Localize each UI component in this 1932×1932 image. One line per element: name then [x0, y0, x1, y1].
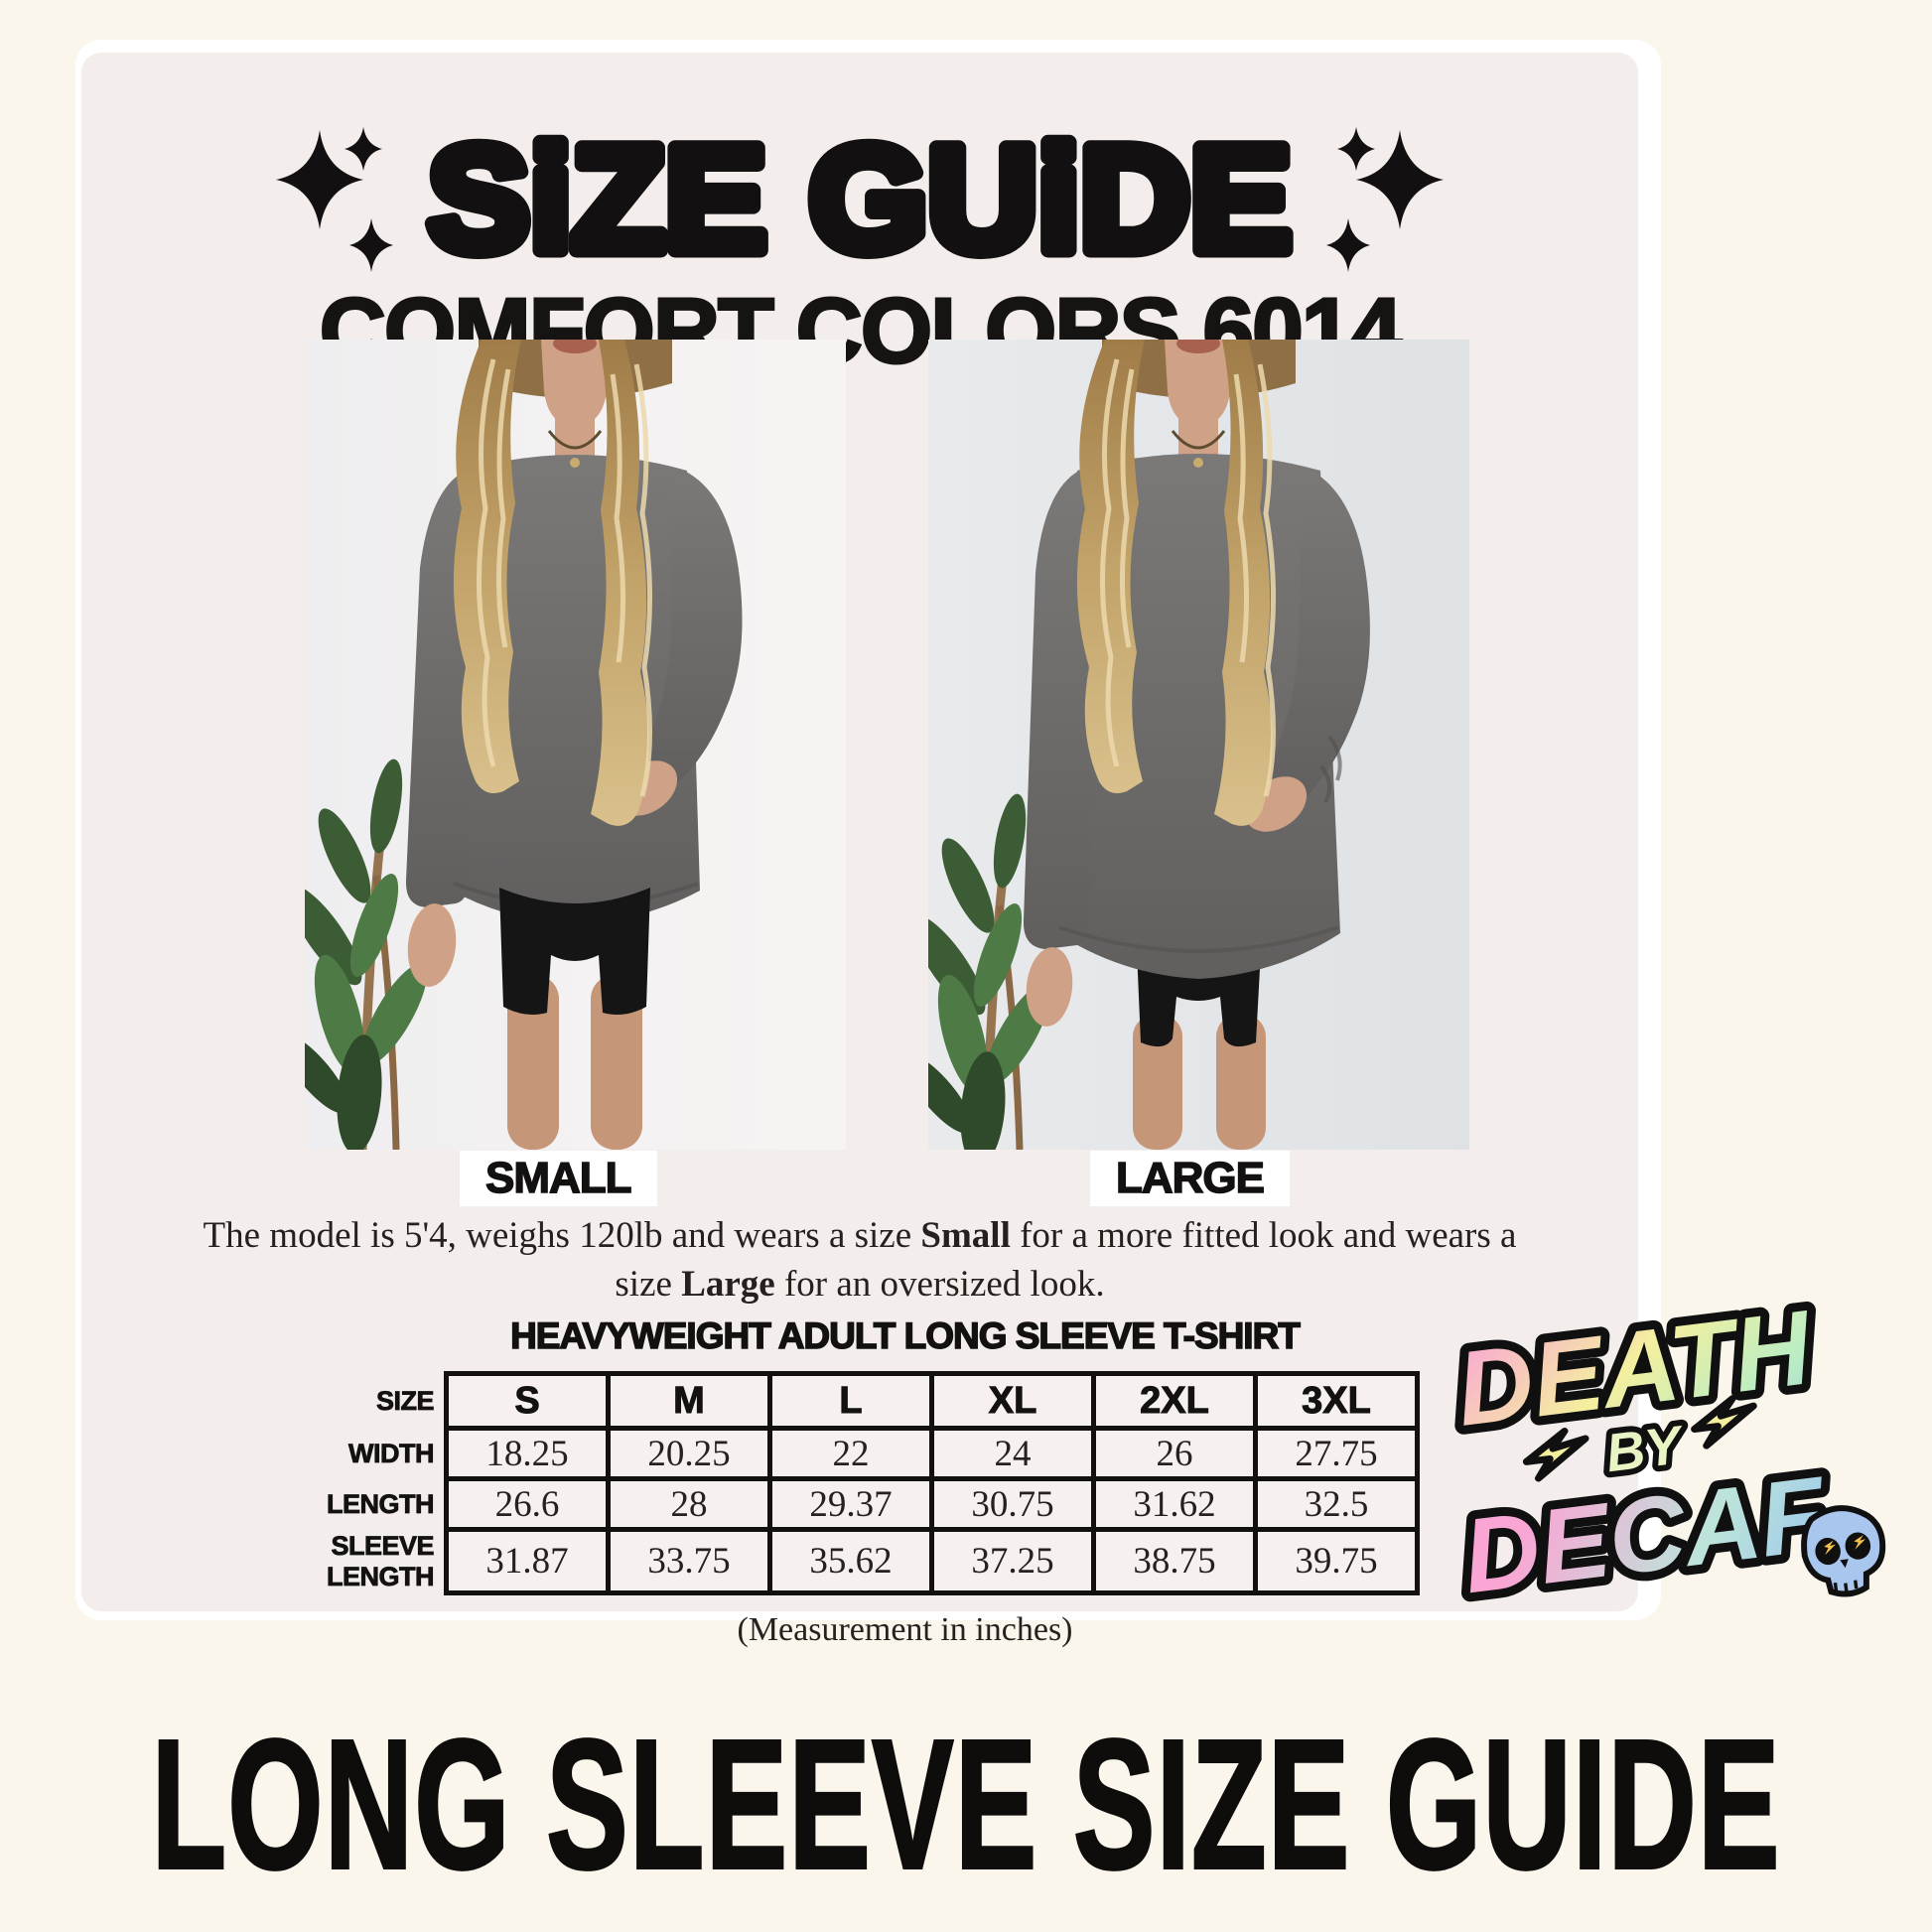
model-description: The model is 5'4, weighs 120lb and wears… — [81, 1212, 1638, 1310]
table-cell: 20.25 — [606, 1426, 772, 1481]
description-part: size — [615, 1263, 682, 1305]
table-cell: 26 — [1091, 1426, 1258, 1481]
footer: LONG SLEEVE SIZE GUIDE — [0, 1700, 1932, 1910]
size-col-header: L — [767, 1371, 934, 1431]
row-label: SLEEVE LENGTH — [327, 1530, 435, 1591]
lightning-bolt-icon — [1522, 1395, 1757, 1482]
death-by-decaf-logo: DEATH BY DECAF. — [1432, 1283, 1920, 1632]
description-part: The model is 5'4, weighs 120lb and wears… — [203, 1215, 921, 1256]
logo-line-decaf: DECAF. — [1456, 1453, 1848, 1616]
model-figure — [1023, 340, 1370, 1150]
plant-icon — [305, 759, 427, 1150]
model-figure — [405, 340, 743, 1150]
table-cell: 22 — [767, 1426, 934, 1481]
measurement-unit-note: (Measurement in inches) — [737, 1611, 1073, 1648]
photo-model-small — [305, 340, 846, 1150]
size-table-title: HEAVYWEIGHT ADULT LONG SLEEVE T-SHIRT — [509, 1314, 1301, 1357]
svg-text:SiZE GUiDE: SiZE GUiDE — [428, 115, 1292, 277]
table-cell: 30.75 — [929, 1476, 1096, 1532]
description-part: for an oversized look. — [774, 1263, 1105, 1305]
header: SiZE GUiDE — [81, 100, 1638, 279]
table-cell: 35.62 — [767, 1527, 934, 1595]
page-title: SiZE GUiDE — [421, 107, 1300, 277]
model-description-text: The model is 5'4, weighs 120lb and wears… — [195, 1212, 1525, 1310]
description-part: for a more fitted look and wears a — [1010, 1215, 1517, 1256]
table-row-sleeve-length: SLEEVE LENGTH 31.87 33.75 35.62 37.25 38… — [259, 1527, 1420, 1595]
table-cell: 24 — [929, 1426, 1096, 1481]
model-in-large-shirt-illustration — [928, 340, 1469, 1150]
table-cell: 32.5 — [1253, 1476, 1420, 1532]
table-cell: 27.75 — [1253, 1426, 1420, 1481]
skull-icon — [1801, 1505, 1886, 1597]
size-table-section: HEAVYWEIGHT ADULT LONG SLEEVE T-SHIRT SI… — [178, 1314, 1458, 1649]
table-row-width: WIDTH 18.25 20.25 22 24 26 27.75 — [259, 1426, 1420, 1481]
table-cell: 26.6 — [444, 1476, 611, 1532]
card: SiZE GUiDE COMFORT COLORS 6014 — [81, 53, 1638, 1648]
size-col-header: 2XL — [1091, 1371, 1258, 1431]
plant-icon — [928, 793, 1050, 1150]
sparkle-left-icon — [276, 127, 393, 272]
row-label: WIDTH — [348, 1438, 435, 1468]
logo-line-death: DEATH — [1450, 1289, 1819, 1449]
size-table: SIZE S M L XL 2XL 3XL WIDTH 18.25 20.25 … — [259, 1371, 1420, 1595]
photo-model-large — [928, 340, 1469, 1150]
necklace-icon — [1171, 430, 1226, 450]
model-in-small-shirt-illustration — [305, 340, 846, 1150]
table-cell: 28 — [606, 1476, 772, 1532]
size-col-header: XL — [929, 1371, 1096, 1431]
description-size-small: Small — [920, 1215, 1011, 1256]
size-col-header: 3XL — [1253, 1371, 1420, 1431]
table-cell: 31.87 — [444, 1527, 611, 1595]
table-row-length: LENGTH 26.6 28 29.37 30.75 31.62 32.5 — [259, 1476, 1420, 1532]
sparkle-right-icon — [1326, 127, 1444, 272]
size-table-header-row: SIZE S M L XL 2XL 3XL — [259, 1371, 1420, 1431]
footer-headline: LONG SLEEVE SIZE GUIDE — [150, 1702, 1781, 1910]
row-label: LENGTH — [327, 1488, 435, 1519]
table-cell: 39.75 — [1253, 1527, 1420, 1595]
table-cell: 37.25 — [929, 1527, 1096, 1595]
description-size-large: Large — [681, 1263, 775, 1305]
size-col-header: S — [444, 1371, 611, 1431]
table-cell: 31.62 — [1091, 1476, 1258, 1532]
size-table-corner-label: SIZE — [375, 1385, 435, 1416]
table-cell: 38.75 — [1091, 1527, 1258, 1595]
size-col-header: M — [606, 1371, 772, 1431]
table-cell: 33.75 — [606, 1527, 772, 1595]
necklace-icon — [547, 430, 603, 450]
table-cell: 29.37 — [767, 1476, 934, 1532]
card-frame: SiZE GUiDE COMFORT COLORS 6014 — [75, 40, 1661, 1648]
table-cell: 18.25 — [444, 1426, 611, 1481]
photo-label-small: SMALL — [460, 1151, 657, 1206]
photo-label-large: LARGE — [1090, 1151, 1290, 1206]
